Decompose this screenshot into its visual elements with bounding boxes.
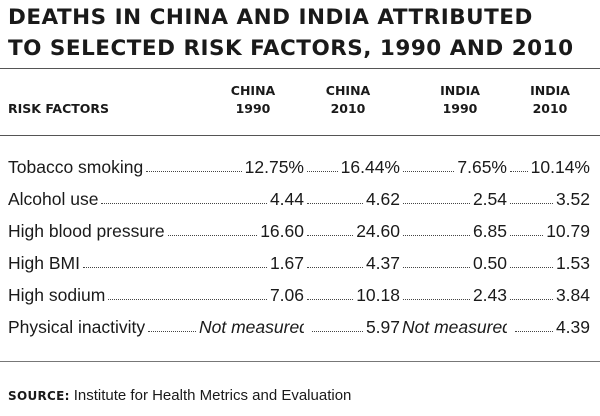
dotted-leader xyxy=(510,171,528,172)
dotted-leader xyxy=(108,299,267,300)
source-label: SOURCE: xyxy=(8,389,70,403)
table-cell: 4.37 xyxy=(365,253,400,273)
dotted-leader xyxy=(403,203,470,204)
column-header-country: CHINA xyxy=(325,83,371,98)
top-rule xyxy=(0,68,600,69)
dotted-leader xyxy=(307,235,354,236)
table-cell: 0.50 xyxy=(472,253,507,273)
dotted-leader xyxy=(510,235,544,236)
table-row: Physical inactivity Not measured 5.97 Not m… xyxy=(0,311,600,343)
table-row: Tobacco smoking 12.75% 16.44% 7.65% 10.14% xyxy=(0,151,600,183)
table-cell: 10.79 xyxy=(546,221,590,241)
column-header-country: CHINA xyxy=(230,83,276,98)
column-header-year: 2010 xyxy=(330,101,366,116)
chart-title: DEATHS IN CHINA AND INDIA ATTRIBUTED TO … xyxy=(8,2,598,64)
row-label: High sodium xyxy=(8,285,106,305)
row-label: High blood pressure xyxy=(8,221,165,241)
table-cell: 2.54 xyxy=(472,189,507,209)
table-cell: 3.84 xyxy=(555,285,590,305)
table-row: High BMI 1.67 4.37 0.50 1.53 xyxy=(0,247,600,279)
column-header-country: INDIA xyxy=(530,83,570,98)
chart-title-line-2: TO SELECTED RISK FACTORS, 1990 AND 2010 xyxy=(8,36,574,61)
column-header-china-1990: CHINA 1990 xyxy=(208,82,298,118)
dotted-leader xyxy=(101,203,267,204)
chart-title-line-1: DEATHS IN CHINA AND INDIA ATTRIBUTED xyxy=(8,5,533,30)
table-cell: 12.75% xyxy=(244,157,304,177)
dotted-leader xyxy=(307,267,363,268)
column-header-india-2010: INDIA 2010 xyxy=(505,82,595,118)
column-header-year: 2010 xyxy=(532,101,568,116)
dotted-leader xyxy=(403,267,470,268)
row-header: RISK FACTORS xyxy=(8,101,110,116)
table-cell: 16.44% xyxy=(340,157,400,177)
dotted-leader xyxy=(311,331,363,332)
column-header-china-2010: CHINA 2010 xyxy=(303,82,393,118)
dotted-leader xyxy=(307,299,354,300)
dotted-leader xyxy=(514,331,553,332)
dotted-leader xyxy=(403,235,470,236)
column-header-year: 1990 xyxy=(442,101,478,116)
row-label: High BMI xyxy=(8,253,80,273)
row-label: Physical inactivity xyxy=(8,317,146,337)
dotted-leader xyxy=(510,299,553,300)
dotted-leader xyxy=(403,171,455,172)
table-cell: 7.65% xyxy=(457,157,507,177)
table-cell: 1.53 xyxy=(555,253,590,273)
row-label: Alcohol use xyxy=(8,189,99,209)
dotted-leader xyxy=(146,171,242,172)
table-cell: 7.06 xyxy=(269,285,304,305)
table-cell: 1.67 xyxy=(269,253,304,273)
dotted-leader xyxy=(167,235,258,236)
row-label: Tobacco smoking xyxy=(8,157,144,177)
bottom-rule xyxy=(0,361,600,362)
column-header-year: 1990 xyxy=(235,101,271,116)
table-row: Alcohol use 4.44 4.62 2.54 3.52 xyxy=(0,183,600,215)
dotted-leader xyxy=(82,267,267,268)
dotted-leader xyxy=(148,331,196,332)
table-cell: 5.97 xyxy=(365,317,400,337)
dotted-leader xyxy=(510,203,553,204)
dotted-leader xyxy=(307,203,363,204)
dotted-leader xyxy=(307,171,338,172)
table-cell: 4.39 xyxy=(555,317,590,337)
dotted-leader xyxy=(510,267,553,268)
source-note: SOURCE: Institute for Health Metrics and … xyxy=(8,385,351,407)
table-cell: 2.43 xyxy=(472,285,507,305)
table-cell: 3.52 xyxy=(555,189,590,209)
table-cell: 24.60 xyxy=(356,221,400,241)
table-cell: 6.85 xyxy=(472,221,507,241)
table-row: High sodium 7.06 10.18 2.43 3.84 xyxy=(0,279,600,311)
dotted-leader xyxy=(403,299,470,300)
table-cell: 16.60 xyxy=(260,221,304,241)
table-cell: 4.44 xyxy=(269,189,304,209)
table-cell: 10.18 xyxy=(356,285,400,305)
column-header-india-1990: INDIA 1990 xyxy=(415,82,505,118)
column-header-country: INDIA xyxy=(440,83,480,98)
table-cell: Not measured xyxy=(199,317,304,337)
table-cell: 10.14% xyxy=(530,157,590,177)
header-rule xyxy=(0,135,600,136)
table-row: High blood pressure 16.60 24.60 6.85 10.79 xyxy=(0,215,600,247)
source-text: Institute for Health Metrics and Evaluat… xyxy=(73,387,352,404)
table-cell: Not measured xyxy=(402,317,507,337)
table-cell: 4.62 xyxy=(365,189,400,209)
